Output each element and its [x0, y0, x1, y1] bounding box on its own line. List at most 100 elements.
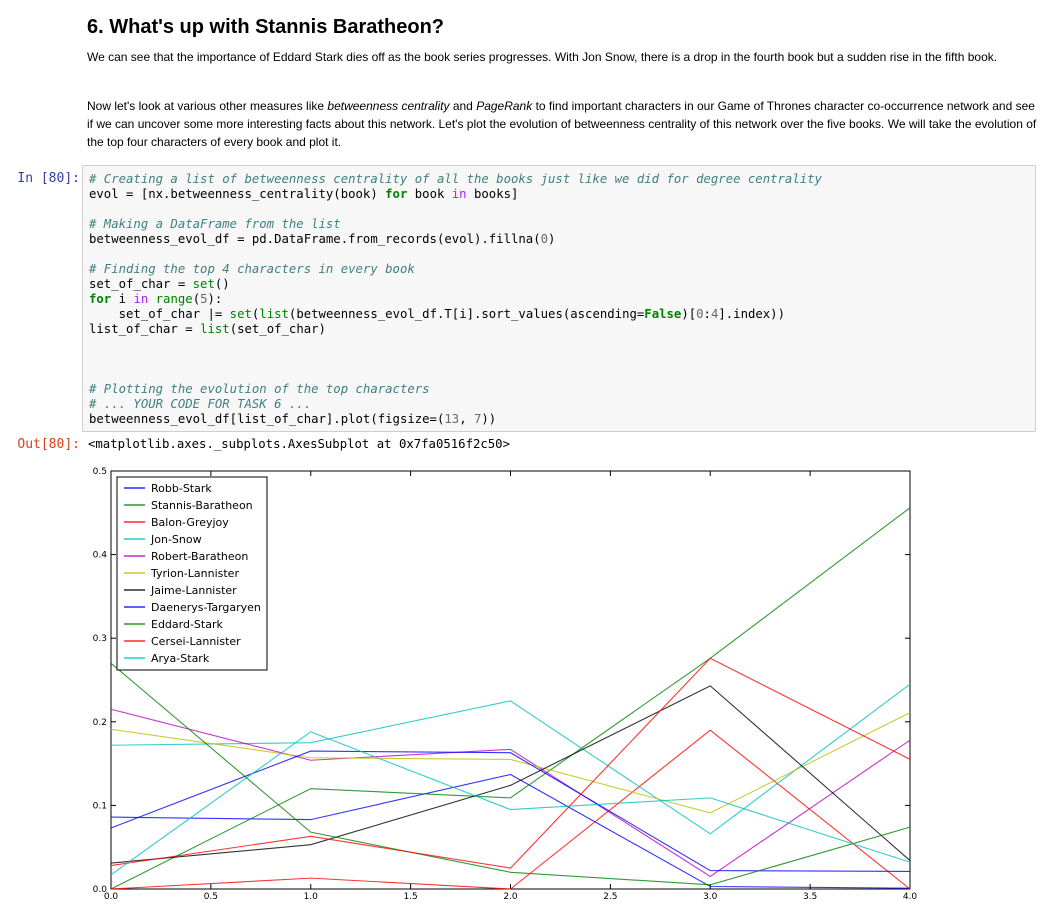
x-tick-label: 1.5 — [403, 892, 417, 902]
code-token: set_of_char |= — [89, 307, 230, 321]
code-token: )) — [481, 412, 497, 426]
paragraph-2-part-a: Now let's look at various other measures… — [87, 99, 328, 113]
series-line-tyrion-lannister — [110, 712, 911, 814]
code-token: list — [259, 307, 289, 321]
markdown-paragraph-2: Now let's look at various other measures… — [87, 97, 1037, 151]
x-tick-label: 3.0 — [703, 892, 718, 902]
code-line: list_of_char = list(set_of_char) — [89, 322, 822, 337]
code-token: set — [192, 277, 215, 291]
paragraph-2-part-b: and — [449, 99, 477, 113]
code-token: ].index)) — [718, 307, 785, 321]
code-token: 13 — [444, 412, 460, 426]
code-token: set — [229, 307, 252, 321]
code-token: (betweenness_evol_df.T[i].sort_values(as… — [288, 307, 645, 321]
code-line — [89, 247, 822, 262]
y-tick-label: 0.2 — [93, 718, 107, 728]
code-line: betweenness_evol_df = pd.DataFrame.from_… — [89, 232, 822, 247]
output-repr-text: <matplotlib.axes._subplots.AxesSubplot a… — [88, 437, 510, 451]
code-line: set_of_char |= set(list(betweenness_evol… — [89, 307, 822, 322]
code-token: False — [644, 307, 682, 321]
code-line — [89, 367, 822, 382]
code-token: (set_of_char) — [229, 322, 326, 336]
code-token: range — [155, 292, 193, 306]
section-heading: 6. What's up with Stannis Baratheon? — [87, 16, 445, 38]
code-token: # ... YOUR CODE FOR TASK 6 ... — [89, 397, 312, 411]
code-line — [89, 352, 822, 367]
code-token: i — [111, 292, 134, 306]
code-token: # Creating a list of betweenness central… — [89, 172, 822, 186]
x-tick-label: 0.0 — [104, 892, 119, 902]
code-token: books] — [466, 187, 519, 201]
output-prompt: Out[80]: — [17, 437, 80, 452]
input-prompt: In [80]: — [17, 171, 80, 186]
legend-label: Jaime-Lannister — [150, 584, 237, 597]
code-token: 5 — [200, 292, 208, 306]
code-line: # Creating a list of betweenness central… — [89, 172, 822, 187]
series-line-eddard-stark — [110, 662, 911, 886]
code-token: for — [385, 187, 408, 201]
series-line-robb-stark — [110, 773, 911, 889]
series-line-jaime-lannister — [110, 685, 911, 864]
y-tick-label: 0.5 — [93, 467, 107, 477]
y-tick-label: 0.0 — [93, 885, 108, 895]
legend-label: Balon-Greyjoy — [151, 516, 229, 529]
x-tick-label: 4.0 — [903, 892, 918, 902]
code-line — [89, 337, 822, 352]
series-line-stannis-baratheon — [110, 507, 911, 890]
legend-label: Robert-Baratheon — [151, 550, 248, 563]
series-line-robert-baratheon — [110, 708, 911, 878]
emphasis-betweenness: betweenness centrality — [327, 99, 450, 113]
code-line: # Plotting the evolution of the top char… — [89, 382, 822, 397]
code-token: () — [214, 277, 230, 291]
code-token: betweenness_evol_df = pd.DataFrame.from_… — [89, 232, 541, 246]
legend-label: Eddard-Stark — [151, 618, 223, 631]
code-token — [148, 292, 155, 306]
code-token: ) — [548, 232, 556, 246]
legend-label: Robb-Stark — [151, 482, 212, 495]
legend-label: Arya-Stark — [151, 652, 210, 665]
code-token: list — [200, 322, 230, 336]
code-token: 0 — [540, 232, 549, 246]
legend-label: Tyrion-Lannister — [150, 567, 239, 580]
code-line: evol = [nx.betweenness_centrality(book) … — [89, 187, 822, 202]
code-line: # Making a DataFrame from the list — [89, 217, 822, 232]
betweenness-line-chart: 0.0 0.5 1.0 1.5 2.0 2.5 3.0 3.5 4.0 0.0 0.1 0.2 0.3 0… — [93, 467, 918, 902]
code-token: ( — [251, 307, 260, 321]
x-tick-label: 1.0 — [304, 892, 319, 902]
code-token: evol = [nx.betweenness_centrality(book) — [89, 187, 386, 201]
y-tick-label: 0.4 — [93, 551, 108, 561]
legend-label: Daenerys-Targaryen — [151, 601, 261, 614]
code-line: for i in range(5): — [89, 292, 822, 307]
series-line-cersei-lannister — [110, 657, 911, 869]
paragraph-2-part-c: to find important characters in our Game… — [87, 99, 1037, 149]
code-token: # Making a DataFrame from the list — [89, 217, 341, 231]
code-token: 0 — [696, 307, 704, 321]
code-line: # Finding the top 4 characters in every … — [89, 262, 822, 277]
y-tick-label: 0.3 — [93, 634, 107, 644]
markdown-paragraph-1: We can see that the importance of Eddard… — [87, 48, 1037, 66]
series-line-arya-stark — [110, 731, 911, 876]
code-token: # Finding the top 4 characters in every … — [89, 262, 415, 276]
legend-label: Cersei-Lannister — [151, 635, 241, 648]
code-token: 7 — [474, 412, 482, 426]
code-token: list_of_char = — [89, 322, 201, 336]
code-token: in — [133, 292, 149, 306]
emphasis-pagerank: PageRank — [476, 99, 533, 113]
code-editor[interactable]: # Creating a list of betweenness central… — [82, 165, 1036, 432]
series-line-balon-greyjoy — [110, 729, 911, 890]
code-line — [89, 202, 822, 217]
code-token: 4 — [710, 307, 719, 321]
code-token: betweenness_evol_df[list_of_char].plot(f… — [89, 412, 445, 426]
y-tick-label: 0.1 — [93, 801, 107, 811]
legend-label: Stannis-Baratheon — [151, 499, 253, 512]
code-token: ( — [192, 292, 201, 306]
code-token: ): — [207, 292, 223, 306]
code-token: )[ — [681, 307, 697, 321]
legend-label: Jon-Snow — [150, 533, 202, 546]
code-line: set_of_char = set() — [89, 277, 822, 292]
code-token: in — [451, 187, 467, 201]
x-tick-label: 2.5 — [603, 892, 617, 902]
code-token: : — [703, 307, 711, 321]
code-text[interactable]: # Creating a list of betweenness central… — [89, 172, 822, 427]
markdown-cell: 6. What's up with Stannis Baratheon? — [87, 14, 1037, 40]
